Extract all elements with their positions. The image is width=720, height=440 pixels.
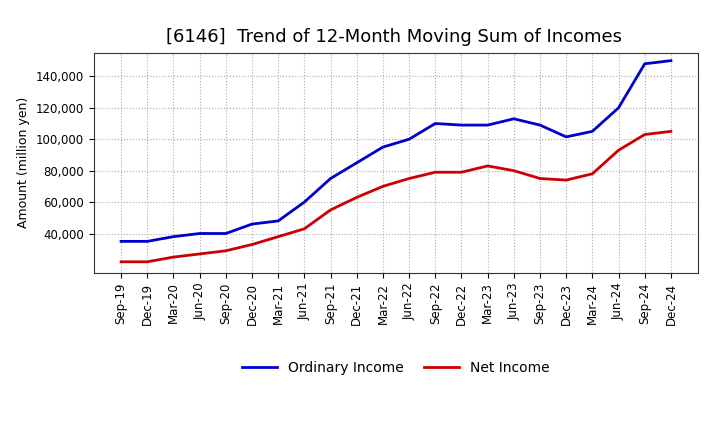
Net Income bbox=[352, 195, 361, 200]
Net Income bbox=[143, 259, 152, 264]
Ordinary Income bbox=[379, 144, 387, 150]
Net Income bbox=[510, 168, 518, 173]
Ordinary Income bbox=[300, 199, 309, 205]
Ordinary Income bbox=[457, 122, 466, 128]
Ordinary Income bbox=[117, 239, 125, 244]
Ordinary Income bbox=[222, 231, 230, 236]
Net Income bbox=[640, 132, 649, 137]
Line: Ordinary Income: Ordinary Income bbox=[121, 61, 671, 242]
Net Income bbox=[169, 254, 178, 260]
Net Income bbox=[274, 234, 282, 239]
Net Income bbox=[117, 259, 125, 264]
Ordinary Income bbox=[614, 105, 623, 110]
Ordinary Income bbox=[405, 136, 413, 142]
Line: Net Income: Net Income bbox=[121, 132, 671, 262]
Ordinary Income bbox=[536, 122, 544, 128]
Net Income bbox=[483, 163, 492, 169]
Net Income bbox=[405, 176, 413, 181]
Net Income bbox=[562, 177, 570, 183]
Net Income bbox=[457, 169, 466, 175]
Ordinary Income bbox=[483, 122, 492, 128]
Ordinary Income bbox=[248, 221, 256, 227]
Y-axis label: Amount (million yen): Amount (million yen) bbox=[17, 97, 30, 228]
Ordinary Income bbox=[143, 239, 152, 244]
Net Income bbox=[431, 169, 440, 175]
Ordinary Income bbox=[562, 134, 570, 139]
Ordinary Income bbox=[326, 176, 335, 181]
Text: [6146]  Trend of 12-Month Moving Sum of Incomes: [6146] Trend of 12-Month Moving Sum of I… bbox=[166, 28, 622, 46]
Ordinary Income bbox=[588, 129, 597, 134]
Ordinary Income bbox=[510, 116, 518, 121]
Net Income bbox=[614, 147, 623, 153]
Ordinary Income bbox=[274, 218, 282, 224]
Net Income bbox=[222, 248, 230, 253]
Ordinary Income bbox=[640, 61, 649, 66]
Net Income bbox=[326, 207, 335, 213]
Net Income bbox=[588, 171, 597, 176]
Net Income bbox=[536, 176, 544, 181]
Ordinary Income bbox=[195, 231, 204, 236]
Legend: Ordinary Income, Net Income: Ordinary Income, Net Income bbox=[236, 355, 556, 380]
Net Income bbox=[248, 242, 256, 247]
Net Income bbox=[195, 251, 204, 257]
Ordinary Income bbox=[431, 121, 440, 126]
Ordinary Income bbox=[169, 234, 178, 239]
Net Income bbox=[667, 129, 675, 134]
Ordinary Income bbox=[667, 58, 675, 63]
Net Income bbox=[379, 184, 387, 189]
Net Income bbox=[300, 226, 309, 231]
Ordinary Income bbox=[352, 160, 361, 165]
